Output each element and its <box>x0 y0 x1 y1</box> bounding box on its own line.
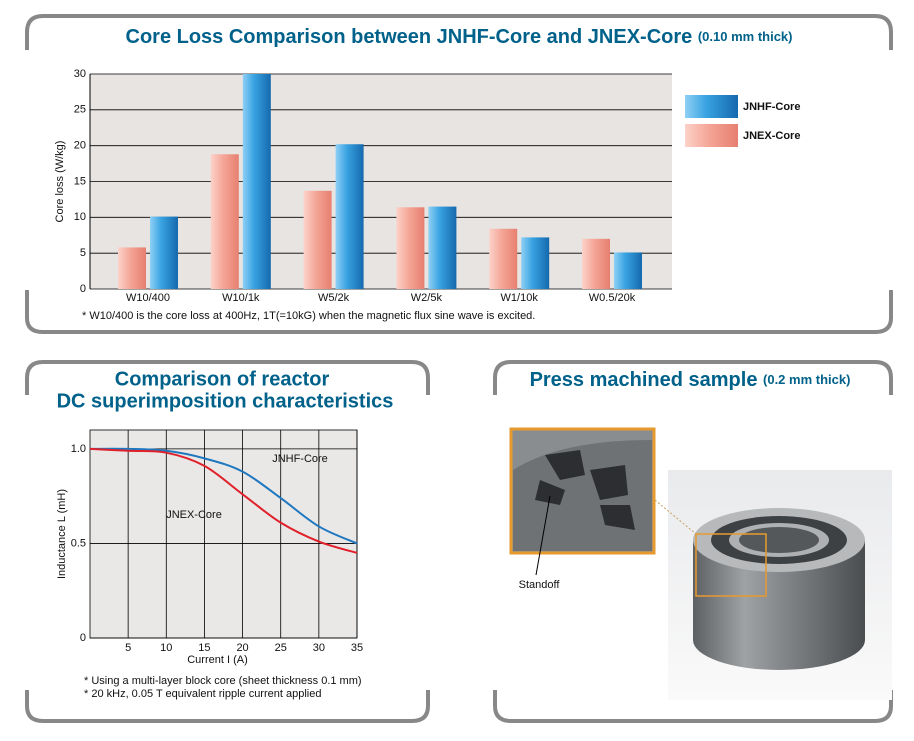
y-tick-label: 0 <box>80 283 86 295</box>
series-label: JNEX-Core <box>166 509 222 521</box>
legend-swatch <box>685 124 738 147</box>
bar <box>210 154 239 289</box>
bar <box>242 74 271 289</box>
chart-title: Comparison of reactor <box>115 368 330 390</box>
core-hole <box>739 527 819 553</box>
legend-swatch <box>685 95 738 118</box>
core-body <box>693 540 865 670</box>
footnote: * W10/400 is the core loss at 400Hz, 1T(… <box>82 310 535 322</box>
y-tick-label: 0.5 <box>71 537 86 549</box>
x-tick-label: 30 <box>313 642 325 654</box>
x-tick-label: 25 <box>275 642 287 654</box>
inset-slots <box>535 450 635 530</box>
bar <box>335 144 364 289</box>
bar <box>521 237 550 289</box>
y-tick-label: 1.0 <box>71 443 86 455</box>
x-axis-label: Current I (A) <box>187 654 248 666</box>
pointer <box>535 495 551 576</box>
y-tick-label: 25 <box>74 104 86 116</box>
legend-label: JNHF-Core <box>743 101 800 113</box>
plot-border <box>89 429 358 639</box>
x-tick-label: 35 <box>351 642 363 654</box>
bar <box>428 206 457 289</box>
bar <box>489 228 518 289</box>
x-tick-label: 15 <box>198 642 210 654</box>
frame <box>25 360 430 723</box>
x-tick-label: W2/5k <box>411 292 443 304</box>
zoom-box <box>695 533 767 597</box>
bar <box>118 247 146 289</box>
chart-title: DC superimposition characteristics <box>57 390 394 412</box>
y-axis-label: Inductance L (mH) <box>56 489 68 579</box>
x-tick-label: 5 <box>125 642 131 654</box>
x-tick-label: W10/1k <box>222 292 260 304</box>
bar <box>582 238 610 289</box>
y-tick-label: 5 <box>80 247 86 259</box>
x-tick-label: W10/400 <box>126 292 170 304</box>
panel-title: Press machined sample (0.2 mm thick) <box>530 369 851 391</box>
frame <box>25 14 893 334</box>
footnote: * Using a multi-layer block core (sheet … <box>84 675 362 687</box>
line <box>89 447 358 545</box>
bar <box>396 207 425 289</box>
y-axis-label: Core loss (W/kg) <box>54 141 66 223</box>
x-tick-label: 10 <box>160 642 172 654</box>
y-tick-label: 0 <box>80 632 86 644</box>
chart-title: Core Loss Comparison between JNHF-Core a… <box>126 26 793 48</box>
x-tick-label: W0.5/20k <box>589 292 636 304</box>
photo-panel: Press machined sample (0.2 mm thick) Sta… <box>509 369 892 700</box>
bar <box>150 216 178 289</box>
y-tick-label: 30 <box>74 68 86 80</box>
inductance-chart: Comparison of reactor DC superimposition… <box>56 368 393 700</box>
y-tick-label: 15 <box>74 175 86 187</box>
y-tick-label: 20 <box>74 140 86 152</box>
line <box>89 447 358 554</box>
core-loss-chart: Core Loss Comparison between JNHF-Core a… <box>54 26 801 322</box>
zoom-line <box>654 499 697 535</box>
series-label: JNHF-Core <box>272 453 328 465</box>
x-tick-label: 20 <box>236 642 248 654</box>
footnote: * 20 kHz, 0.05 T equivalent ripple curre… <box>84 688 321 700</box>
bar <box>303 190 332 289</box>
callout-label: Standoff <box>519 579 561 591</box>
x-tick-label: W5/2k <box>318 292 350 304</box>
bar <box>614 252 642 289</box>
frame <box>493 360 893 723</box>
y-tick-label: 10 <box>74 211 86 223</box>
legend-label: JNEX-Core <box>743 130 800 142</box>
x-tick-label: W1/10k <box>501 292 539 304</box>
